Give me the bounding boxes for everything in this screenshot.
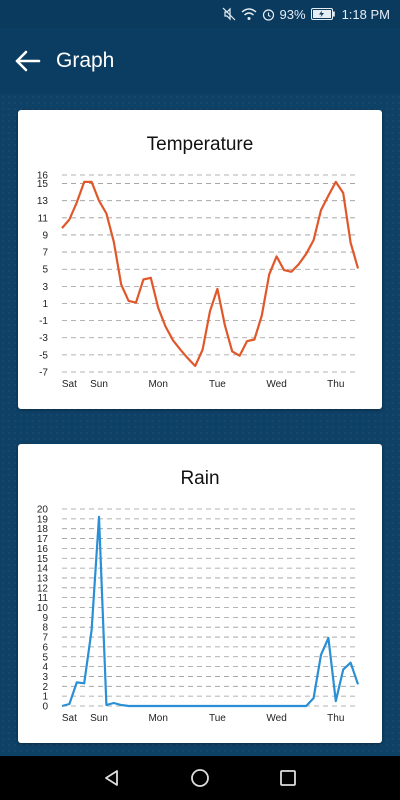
back-button[interactable] (0, 33, 56, 89)
y-tick-label: 8 (42, 623, 48, 634)
y-tick-label: -7 (39, 368, 48, 379)
y-tick-label: 13 (37, 573, 49, 584)
y-tick-label: 3 (42, 282, 48, 293)
home-circle-icon (191, 769, 209, 787)
series-line (61, 515, 360, 708)
x-tick-label: Tue (209, 713, 226, 724)
y-tick-label: 6 (42, 642, 48, 653)
temperature-chart-card: Temperature 16 15 13 11 9 7 5 3 1 -1 -3 -5 -7 Sat Sun Mo… (18, 110, 382, 409)
y-tick-label: 12 (37, 583, 49, 594)
clock: 1:18 PM (341, 6, 390, 22)
y-tick-label: 4 (42, 662, 48, 673)
x-tick-label: Thu (327, 713, 344, 724)
y-tick-label: 9 (42, 230, 48, 241)
y-tick-label: 19 (37, 514, 49, 525)
nav-back-button[interactable] (68, 756, 156, 800)
x-tick-label: Sun (90, 713, 108, 724)
y-tick-label: 2 (42, 682, 48, 693)
wifi-icon (241, 7, 257, 21)
page-title: Graph (56, 49, 115, 72)
x-tick-label: Wed (266, 379, 286, 390)
battery-percent: 93% (279, 6, 306, 22)
x-tick-label: Tue (209, 379, 226, 390)
y-tick-label: 7 (42, 633, 48, 644)
mute-icon (222, 7, 236, 21)
arrow-left-icon (15, 50, 41, 72)
x-tick-label: Thu (327, 379, 344, 390)
y-tick-label: -1 (39, 316, 48, 327)
x-tick-label: Mon (148, 713, 167, 724)
chart-title: Rain (180, 468, 219, 489)
x-tick-label: Wed (266, 713, 286, 724)
y-tick-label: 3 (42, 672, 48, 683)
y-tick-label: 1 (42, 299, 48, 310)
status-bar: 93% 1:18 PM (0, 0, 400, 28)
y-tick-label: 15 (37, 179, 49, 190)
y-tick-label: 13 (37, 196, 49, 207)
y-tick-label: 11 (38, 593, 49, 604)
x-tick-label: Sun (90, 379, 108, 390)
app-bar: Graph (0, 28, 400, 94)
y-tick-label: 5 (42, 652, 48, 663)
y-tick-label: 9 (42, 613, 48, 624)
battery-icon (310, 8, 335, 20)
y-tick-label: 0 (42, 702, 48, 713)
y-tick-label: 16 (37, 544, 49, 555)
y-tick-label: 20 (37, 505, 49, 516)
y-tick-label: -5 (39, 350, 48, 361)
y-tick-label: 5 (42, 265, 48, 276)
y-tick-label: 17 (37, 534, 49, 545)
back-triangle-icon (105, 770, 118, 786)
y-tick-label: -3 (39, 333, 48, 344)
nav-home-button[interactable] (156, 756, 244, 800)
graph-content[interactable]: Temperature 16 15 13 11 9 7 5 3 1 -1 -3 -5 -7 Sat Sun Mo… (0, 94, 400, 756)
alarm-icon (262, 8, 275, 21)
y-tick-label: 16 (37, 171, 49, 182)
y-tick-label: 10 (37, 603, 49, 614)
x-tick-label: Sat (62, 713, 77, 724)
y-tick-label: 15 (37, 554, 49, 565)
y-tick-label: 18 (37, 524, 49, 535)
nav-recents-button[interactable] (244, 756, 332, 800)
y-tick-label: 7 (42, 248, 48, 259)
chart-title: Temperature (147, 134, 254, 155)
rain-chart-card: Rain 20 19 18 17 16 15 14 13 12 11 10 9 8 7 6 5 4 3 2 1 0 Sat S… (18, 444, 382, 743)
series-line (61, 180, 360, 368)
navigation-bar (0, 756, 400, 800)
x-tick-label: Sat (62, 379, 77, 390)
y-tick-label: 14 (37, 564, 49, 575)
y-tick-label: 1 (42, 692, 48, 703)
x-tick-label: Mon (148, 379, 167, 390)
y-tick-label: 11 (38, 213, 49, 224)
recents-square-icon (280, 770, 296, 786)
